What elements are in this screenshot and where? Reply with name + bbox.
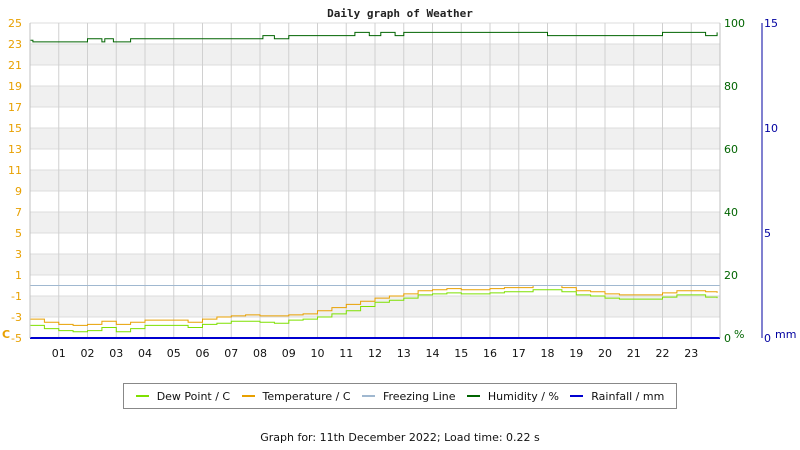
legend-label: Temperature / C (262, 389, 351, 403)
humidity-unit-label: % (734, 328, 744, 341)
rainfall-tick-label: 0 (764, 332, 771, 345)
x-tick-label: 14 (426, 347, 440, 360)
humidity-tick-label: 40 (724, 206, 738, 219)
temperature-unit-label: C (2, 328, 10, 341)
legend-label: Freezing Line (382, 389, 456, 403)
temperature-tick-label: 9 (15, 185, 22, 198)
x-tick-label: 23 (684, 347, 698, 360)
temperature-tick-label: 21 (8, 59, 22, 72)
temperature-tick-label: 11 (8, 164, 22, 177)
rainfall-tick-label: 15 (764, 17, 778, 30)
rainfall-unit-label: mm (775, 328, 796, 341)
x-tick-label: 07 (224, 347, 238, 360)
chart-title: Daily graph of Weather (327, 7, 473, 20)
x-tick-label: 21 (627, 347, 641, 360)
rainfall-tick-label: 5 (764, 227, 771, 240)
x-tick-label: 17 (512, 347, 526, 360)
x-tick-label: 06 (196, 347, 210, 360)
humidity-line (30, 31, 718, 43)
x-tick-label: 12 (368, 347, 382, 360)
x-tick-label: 11 (339, 347, 353, 360)
x-tick-label: 13 (397, 347, 411, 360)
legend-item: Freezing Line (361, 389, 456, 403)
x-tick-label: 04 (138, 347, 152, 360)
humidity-tick-label: 0 (724, 332, 731, 345)
temperature-tick-label: -5 (11, 332, 22, 345)
temperature-tick-label: -1 (11, 290, 22, 303)
x-tick-label: 19 (569, 347, 583, 360)
temperature-tick-label: 19 (8, 80, 22, 93)
x-tick-label: 10 (311, 347, 325, 360)
legend-item: Humidity / % (466, 389, 559, 403)
rainfall-tick-label: 10 (764, 122, 778, 135)
legend-item: Temperature / C (241, 389, 351, 403)
chart-legend: Dew Point / C Temperature / C Freezing Lin… (123, 383, 677, 409)
humidity-tick-label: 20 (724, 269, 738, 282)
x-tick-label: 20 (598, 347, 612, 360)
x-tick-label: 03 (109, 347, 123, 360)
temperature-tick-label: 25 (8, 17, 22, 30)
x-tick-label: 05 (167, 347, 181, 360)
temperature-tick-label: 5 (15, 227, 22, 240)
legend-label: Humidity / % (487, 389, 559, 403)
temperature-tick-label: 15 (8, 122, 22, 135)
legend-swatch (466, 395, 480, 397)
temperature-tick-label: 1 (15, 269, 22, 282)
x-tick-label: 09 (282, 347, 296, 360)
legend-swatch (570, 395, 584, 397)
legend-label: Dew Point / C (156, 389, 231, 403)
legend-item: Rainfall / mm (570, 390, 664, 403)
x-tick-label: 01 (52, 347, 66, 360)
temperature-tick-label: 3 (15, 248, 22, 261)
x-tick-label: 22 (656, 347, 670, 360)
temperature-line (30, 285, 718, 326)
humidity-tick-label: 60 (724, 143, 738, 156)
graph-footer: Graph for: 11th December 2022; Load time… (260, 431, 540, 444)
x-tick-label: 16 (483, 347, 497, 360)
humidity-tick-label: 80 (724, 80, 738, 93)
legend-swatch (135, 395, 149, 397)
temperature-tick-label: 23 (8, 38, 22, 51)
dew-point-line (30, 289, 718, 333)
legend-item: Dew Point / C (135, 389, 231, 403)
legend-swatch (241, 395, 255, 397)
legend-label: Rainfall / mm (591, 389, 665, 403)
humidity-tick-label: 100 (724, 17, 745, 30)
temperature-tick-label: 7 (15, 206, 22, 219)
temperature-tick-label: 17 (8, 101, 22, 114)
temperature-tick-label: -3 (11, 311, 22, 324)
x-tick-label: 02 (81, 347, 95, 360)
x-tick-label: 08 (253, 347, 267, 360)
legend-swatch (361, 395, 375, 397)
x-tick-label: 18 (541, 347, 555, 360)
temperature-tick-label: 13 (8, 143, 22, 156)
x-tick-label: 15 (454, 347, 468, 360)
